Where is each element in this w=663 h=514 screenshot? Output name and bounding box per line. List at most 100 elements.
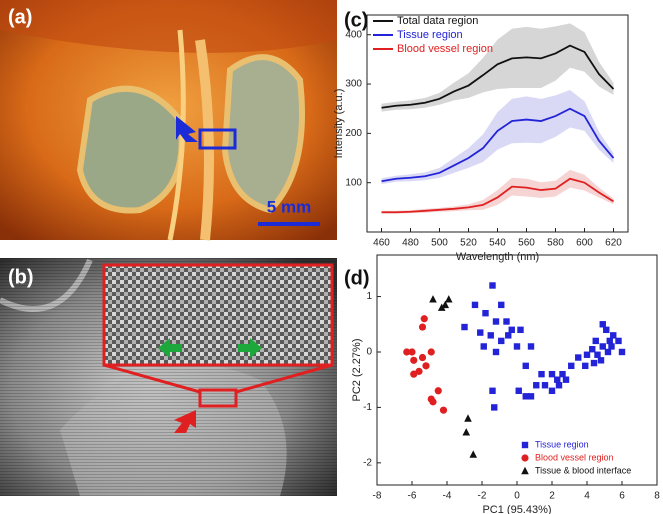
x-tick-label: 0 (514, 491, 520, 502)
point (421, 315, 428, 322)
point (422, 362, 429, 369)
x-tick-label: 6 (619, 491, 625, 502)
legend-label: Total data region (397, 15, 478, 27)
y-tick-label: 200 (345, 128, 362, 139)
y-tick-label: -1 (363, 402, 372, 413)
point (533, 382, 539, 388)
point (568, 363, 574, 369)
point (514, 343, 520, 349)
point (598, 357, 604, 363)
point (607, 338, 613, 344)
point (503, 318, 509, 324)
point (615, 338, 621, 344)
point (410, 357, 417, 364)
x-axis-label: Wavelength (nm) (456, 251, 539, 263)
point (554, 376, 560, 382)
x-tick-label: -2 (478, 491, 487, 502)
point (469, 450, 477, 457)
legend-marker (521, 454, 528, 461)
point (493, 318, 499, 324)
x-tick-label: 600 (576, 238, 593, 249)
legend-marker (521, 467, 529, 474)
point (440, 407, 447, 414)
point (419, 323, 426, 330)
point (429, 398, 436, 405)
point (619, 349, 625, 355)
point (472, 302, 478, 308)
x-tick-label: 480 (402, 238, 419, 249)
point (538, 371, 544, 377)
point (605, 349, 611, 355)
legend-label: Blood vessel region (397, 43, 493, 55)
point (491, 404, 497, 410)
point (493, 349, 499, 355)
point (428, 348, 435, 355)
point (575, 354, 581, 360)
figure: (a) 5 mm (b) 460480500520540560580600620… (0, 0, 663, 514)
x-tick-label: 560 (518, 238, 535, 249)
panel-label: (c) (344, 9, 368, 31)
point (549, 388, 555, 394)
panel-label: (d) (344, 267, 370, 289)
point (584, 352, 590, 358)
legend-label: Blood vessel region (535, 452, 614, 462)
x-tick-label: 520 (460, 238, 477, 249)
point (445, 295, 453, 302)
point (600, 343, 606, 349)
point (594, 352, 600, 358)
point (429, 295, 437, 302)
x-tick-label: 2 (549, 491, 555, 502)
point (556, 382, 562, 388)
y-tick-label: 100 (345, 177, 362, 188)
point (489, 388, 495, 394)
x-tick-label: 580 (547, 238, 564, 249)
point (582, 363, 588, 369)
point (408, 348, 415, 355)
x-tick-label: -8 (373, 491, 382, 502)
x-tick-label: -6 (408, 491, 417, 502)
y-tick-label: -2 (363, 457, 372, 468)
legend-label: Tissue region (535, 439, 589, 449)
point (410, 371, 417, 378)
point (419, 354, 426, 361)
point (589, 346, 595, 352)
legend-label: Tissue region (397, 29, 463, 41)
photo-a: (a) 5 mm (0, 0, 337, 240)
point (549, 371, 555, 377)
point (608, 343, 614, 349)
y-tick-label: 1 (366, 291, 372, 302)
x-tick-label: 620 (605, 238, 622, 249)
y-tick-label: 0 (366, 347, 372, 358)
point (477, 329, 483, 335)
point (464, 414, 472, 421)
point (509, 327, 515, 333)
x-tick-label: 540 (489, 238, 506, 249)
point (461, 324, 467, 330)
panel-label: (a) (8, 6, 32, 28)
point (481, 343, 487, 349)
x-axis-label: PC1 (95.43%) (482, 504, 551, 514)
point (591, 360, 597, 366)
x-tick-label: 4 (584, 491, 590, 502)
x-tick-label: -4 (443, 491, 452, 502)
scale-bar-label: 5 mm (267, 197, 311, 216)
photo-b: (b) (0, 258, 337, 496)
legend-label: Tissue & blood interface (535, 465, 631, 475)
point (489, 282, 495, 288)
point (542, 382, 548, 388)
point (559, 371, 565, 377)
point (563, 376, 569, 382)
point (593, 338, 599, 344)
point (435, 387, 442, 394)
point (498, 338, 504, 344)
point (516, 388, 522, 394)
point (517, 327, 523, 333)
y-tick-label: 300 (345, 79, 362, 90)
point (610, 332, 616, 338)
point (603, 327, 609, 333)
point (505, 332, 511, 338)
point (488, 332, 494, 338)
y-axis-label: Intensity (a.u.) (333, 89, 345, 159)
panel-label: (b) (8, 266, 34, 288)
